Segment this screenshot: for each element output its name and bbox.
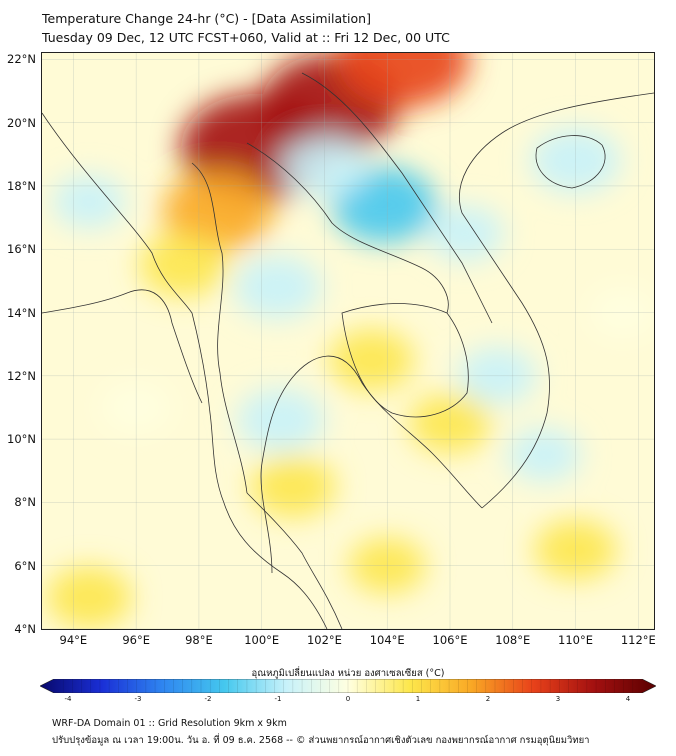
border-malay-peninsula	[246, 492, 343, 629]
coastline-myanmar	[42, 289, 203, 404]
country-borders	[42, 72, 654, 629]
border-thailand-laos	[246, 142, 449, 314]
longitude-label: 110°E	[558, 633, 594, 647]
field-anomaly	[427, 205, 505, 262]
colorbar-tick-label: 0	[345, 695, 351, 703]
map-title: Temperature Change 24-hr (°C) - [Data As…	[42, 11, 371, 26]
latitude-label: 16°N	[7, 242, 36, 257]
colorbar-bar	[40, 679, 656, 693]
longitude-label: 100°E	[244, 633, 280, 647]
temperature-change-map	[42, 53, 654, 629]
colorbar-tick-label: 4	[625, 695, 631, 703]
longitude-label: 102°E	[306, 633, 342, 647]
field-anomaly	[162, 171, 273, 252]
latitude-label: 12°N	[7, 368, 36, 383]
latitude-label: 22°N	[7, 52, 36, 67]
colorbar-tick-label: 1	[415, 695, 421, 703]
colorbar-tick-label: 2	[485, 695, 491, 703]
field-anomaly	[328, 328, 415, 391]
border-laos-vietnam	[301, 72, 493, 324]
coastline-gulf	[260, 355, 483, 574]
longitude-label: 98°E	[185, 633, 213, 647]
border-thailand-myanmar	[191, 162, 248, 494]
field-anomaly	[336, 53, 470, 108]
colorbar-segments	[62, 679, 634, 693]
field-anomaly	[233, 255, 322, 320]
longitude-label: 104°E	[369, 633, 405, 647]
field-anomaly	[250, 455, 336, 518]
longitude-label: 108°E	[495, 633, 531, 647]
field-anomaly	[52, 174, 127, 229]
latitude-label: 18°N	[7, 178, 36, 193]
colorbar-tick-label: 3	[555, 695, 561, 703]
colorbar-tick-label: -1	[274, 695, 282, 703]
graticule	[42, 53, 654, 629]
latitude-label: 6°N	[14, 558, 36, 573]
colorbar	[40, 679, 656, 693]
footer-credit: ปรับปรุงข้อมูล ณ เวลา 19:00น. วัน อ. ที่…	[52, 735, 590, 746]
map-panel	[41, 52, 655, 630]
temperature-field	[46, 53, 654, 629]
latitude-label: 10°N	[7, 432, 36, 447]
field-anomaly	[46, 566, 132, 629]
longitude-label: 96°E	[122, 633, 150, 647]
colorbar-label: อุณหภูมิเปลี่ยนแปลง หน่วย องศาเซลเซียส (…	[251, 668, 445, 679]
field-anomaly	[507, 427, 582, 482]
field-anomaly	[139, 233, 228, 298]
map-subtitle: Tuesday 09 Dec, 12 UTC FCST+060, Valid a…	[42, 30, 450, 45]
coastline-vietnam	[459, 92, 654, 509]
latitude-label: 8°N	[14, 495, 36, 510]
field-anomaly	[236, 388, 325, 453]
coastline-mainland	[42, 112, 328, 629]
longitude-label: 94°E	[59, 633, 88, 647]
longitude-label: 106°E	[432, 633, 468, 647]
latitude-label: 14°N	[7, 305, 36, 320]
coastline-hainan	[535, 135, 606, 189]
border-cambodia	[341, 303, 469, 418]
colorbar-tick-label: -2	[204, 695, 212, 703]
latitude-label: 4°N	[14, 622, 36, 636]
footer-model-info: WRF-DA Domain 01 :: Grid Resolution 9km …	[52, 718, 287, 729]
longitude-label: 112°E	[620, 633, 656, 647]
latitude-label: 20°N	[7, 115, 36, 130]
colorbar-tick-label: -3	[134, 695, 142, 703]
colorbar-tick-label: -4	[64, 695, 72, 703]
